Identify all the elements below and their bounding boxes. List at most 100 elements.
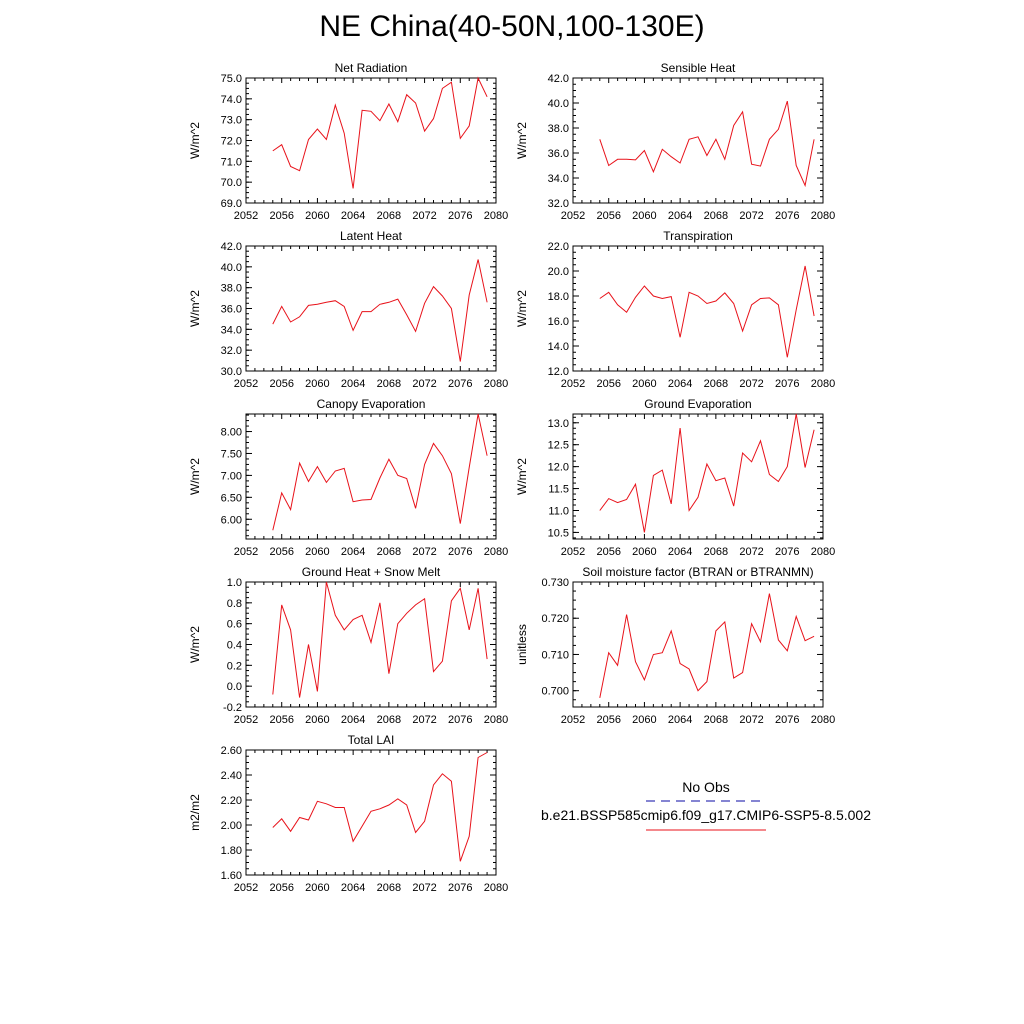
- y-axis-label: W/m^2: [515, 458, 529, 495]
- plot-frame: [245, 413, 497, 540]
- panel-title: Soil moisture factor (BTRAN or BTRANMN): [582, 565, 813, 579]
- series-line-model: [272, 259, 488, 362]
- x-tick-label: 2060: [305, 546, 329, 558]
- panel-title: Canopy Evaporation: [317, 397, 426, 411]
- series-line-model: [272, 752, 488, 862]
- y-tick-label: 11.5: [548, 484, 569, 496]
- y-tick-label: 38.0: [221, 283, 242, 295]
- y-tick-label: 6.00: [221, 514, 242, 526]
- series-line-model: [599, 593, 815, 698]
- plot-frame: [572, 581, 824, 708]
- x-tick-label: 2052: [561, 378, 585, 390]
- x-tick-label: 2068: [377, 210, 401, 222]
- x-tick-label: 2056: [269, 210, 293, 222]
- x-tick-label: 2072: [739, 378, 763, 390]
- y-tick-label: 38.0: [548, 123, 569, 135]
- x-tick-label: 2060: [632, 714, 656, 726]
- panels-group: Net Radiation W/m^2 2052 2056 2060 2064 2068 20…: [188, 61, 835, 894]
- x-tick-label: 2060: [632, 546, 656, 558]
- panel-title: Latent Heat: [340, 229, 403, 243]
- page-title: NE China(40-50N,100-130E): [319, 10, 705, 43]
- x-tick-label: 2060: [632, 210, 656, 222]
- x-tick-label: 2052: [561, 210, 585, 222]
- x-tick-label: 2052: [234, 714, 258, 726]
- x-tick-label: 2064: [668, 210, 692, 222]
- x-tick-label: 2076: [448, 546, 472, 558]
- chart-panel-5: Canopy Evaporation W/m^2 2052 2056 2060 2064 2…: [188, 397, 508, 558]
- x-tick-label: 2072: [412, 210, 436, 222]
- panel-title: Ground Heat + Snow Melt: [302, 565, 441, 579]
- y-tick-label: 12.5: [548, 440, 569, 452]
- y-tick-label: 34.0: [548, 173, 569, 185]
- x-tick-label: 2072: [412, 546, 436, 558]
- x-tick-label: 2052: [234, 882, 258, 894]
- y-tick-label: 75.0: [221, 73, 242, 85]
- x-tick-label: 2080: [484, 210, 508, 222]
- y-tick-label: 2.40: [221, 770, 242, 782]
- x-tick-label: 2052: [234, 378, 258, 390]
- plot-frame: [572, 413, 824, 540]
- x-tick-label: 2080: [811, 714, 835, 726]
- x-tick-label: 2080: [811, 210, 835, 222]
- panel-title: Ground Evaporation: [644, 397, 751, 411]
- y-tick-label: 0.4: [227, 640, 242, 652]
- y-tick-label: 0.720: [541, 613, 569, 625]
- x-tick-label: 2060: [305, 882, 329, 894]
- y-tick-label: 40.0: [221, 262, 242, 274]
- x-tick-label: 2076: [775, 546, 799, 558]
- y-tick-label: 69.0: [221, 198, 242, 210]
- plot-frame: [572, 77, 824, 204]
- legend: No Obs b.e21.BSSP585cmip6.f09_g17.CMIP6-…: [541, 779, 871, 831]
- y-tick-label: 0.710: [541, 649, 569, 661]
- series-line-model: [272, 581, 488, 698]
- chart-panel-9: Total LAI m2/m2 2052 2056 2060 2064 2068 2072 20…: [188, 733, 508, 894]
- y-tick-label: 34.0: [221, 324, 242, 336]
- x-tick-label: 2068: [377, 378, 401, 390]
- panel-title: Sensible Heat: [661, 61, 736, 75]
- y-tick-label: 8.00: [221, 427, 242, 439]
- y-axis-label: W/m^2: [188, 290, 202, 327]
- y-tick-label: 22.0: [548, 241, 569, 253]
- y-tick-label: 74.0: [221, 94, 242, 106]
- series-line-model: [599, 100, 815, 188]
- panel-title: Total LAI: [348, 733, 395, 747]
- y-tick-label: 70.0: [221, 177, 242, 189]
- x-tick-label: 2080: [811, 378, 835, 390]
- x-tick-label: 2056: [596, 378, 620, 390]
- panel-title: Transpiration: [663, 229, 733, 243]
- chart-panel-7: Ground Heat + Snow Melt W/m^2 2052 2056 2060…: [188, 565, 508, 726]
- y-tick-label: 13.0: [548, 418, 569, 430]
- x-tick-label: 2076: [448, 714, 472, 726]
- y-axis-label: m2/m2: [188, 794, 202, 831]
- x-tick-label: 2060: [632, 378, 656, 390]
- chart-panel-2: Sensible Heat W/m^2 2052 2056 2060 2064 2068 20…: [515, 61, 835, 222]
- y-tick-label: 7.00: [221, 470, 242, 482]
- x-tick-label: 2068: [377, 546, 401, 558]
- y-tick-label: 2.20: [221, 795, 242, 807]
- y-tick-label: 0.6: [227, 619, 242, 631]
- y-tick-label: 11.0: [548, 505, 569, 517]
- x-tick-label: 2064: [668, 714, 692, 726]
- y-tick-label: 72.0: [221, 136, 242, 148]
- y-tick-label: 42.0: [221, 241, 242, 253]
- x-tick-label: 2068: [377, 714, 401, 726]
- x-tick-label: 2076: [775, 378, 799, 390]
- x-tick-label: 2068: [704, 210, 728, 222]
- y-axis-label: W/m^2: [188, 122, 202, 159]
- x-tick-label: 2052: [561, 546, 585, 558]
- x-tick-label: 2064: [668, 546, 692, 558]
- y-tick-label: 12.0: [548, 366, 569, 378]
- x-tick-label: 2056: [596, 210, 620, 222]
- x-tick-label: 2080: [484, 714, 508, 726]
- x-tick-label: 2080: [484, 882, 508, 894]
- x-tick-label: 2076: [448, 210, 472, 222]
- x-tick-label: 2076: [775, 210, 799, 222]
- x-tick-label: 2052: [234, 546, 258, 558]
- chart-panel-6: Ground Evaporation W/m^2 2052 2056 2060 2064 2…: [515, 397, 835, 558]
- y-tick-label: 20.0: [548, 266, 569, 278]
- y-axis-label: unitless: [515, 624, 529, 665]
- x-tick-label: 2068: [377, 882, 401, 894]
- y-tick-label: -0.2: [223, 702, 242, 714]
- legend-obs-label: No Obs: [682, 779, 729, 795]
